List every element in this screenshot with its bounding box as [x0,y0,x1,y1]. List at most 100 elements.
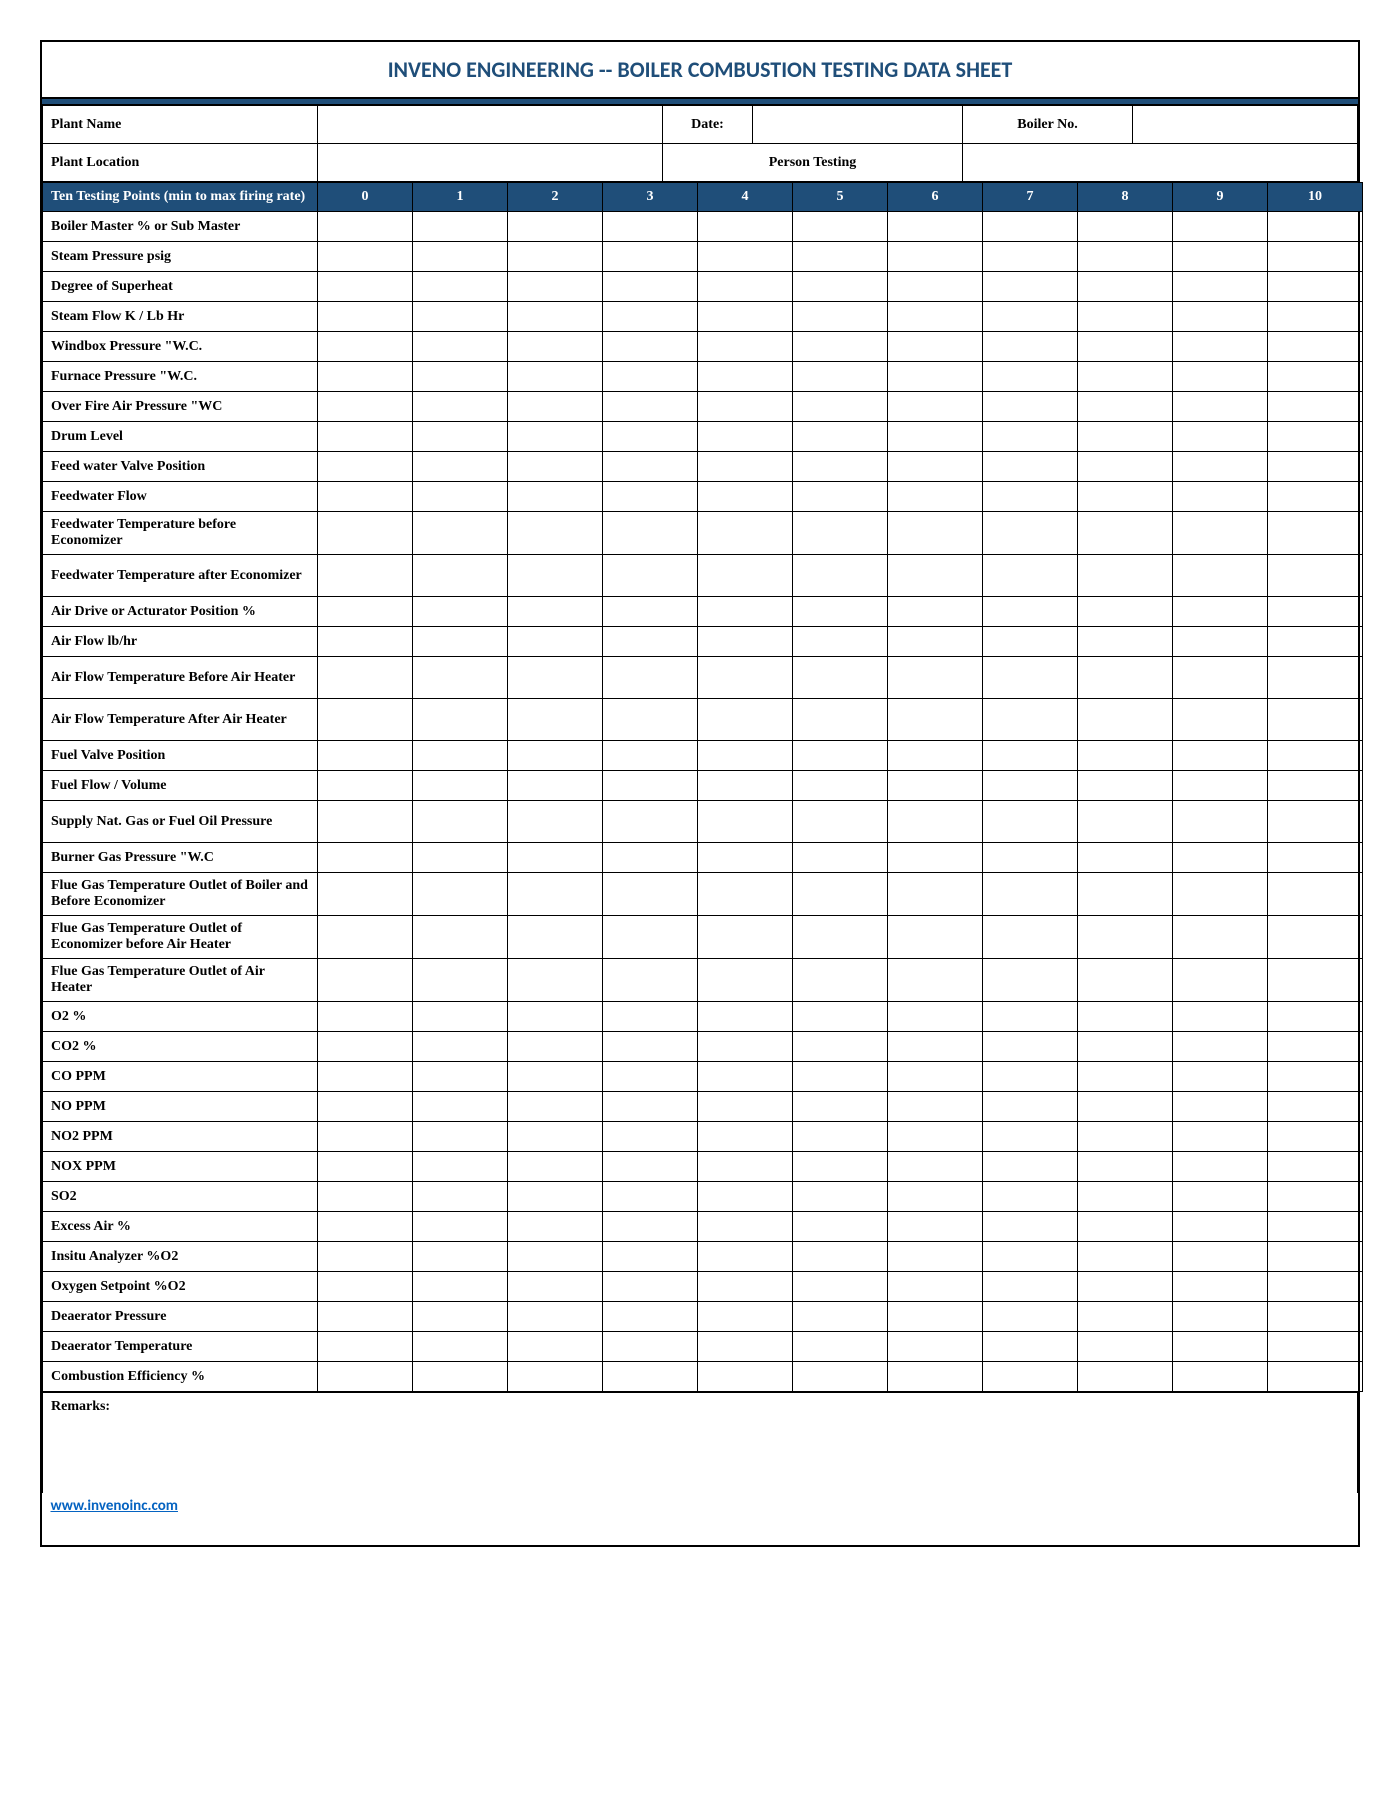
data-cell[interactable] [413,801,508,843]
data-cell[interactable] [793,362,888,392]
data-cell[interactable] [793,657,888,699]
data-cell[interactable] [1078,422,1173,452]
data-cell[interactable] [793,1092,888,1122]
data-cell[interactable] [1173,873,1268,916]
data-cell[interactable] [603,1122,698,1152]
data-cell[interactable] [1173,555,1268,597]
data-cell[interactable] [508,801,603,843]
data-cell[interactable] [1078,1212,1173,1242]
data-cell[interactable] [508,422,603,452]
data-cell[interactable] [698,1212,793,1242]
data-cell[interactable] [1268,555,1363,597]
data-cell[interactable] [793,627,888,657]
data-cell[interactable] [1078,452,1173,482]
data-cell[interactable] [983,212,1078,242]
data-cell[interactable] [793,332,888,362]
data-cell[interactable] [698,272,793,302]
data-cell[interactable] [318,392,413,422]
data-cell[interactable] [983,1332,1078,1362]
data-cell[interactable] [793,843,888,873]
data-cell[interactable] [888,1182,983,1212]
data-cell[interactable] [508,873,603,916]
data-cell[interactable] [603,1362,698,1392]
data-cell[interactable] [508,1362,603,1392]
data-cell[interactable] [793,1212,888,1242]
data-cell[interactable] [698,627,793,657]
data-cell[interactable] [698,1272,793,1302]
data-cell[interactable] [1078,741,1173,771]
data-cell[interactable] [413,1302,508,1332]
data-cell[interactable] [318,452,413,482]
data-cell[interactable] [318,1182,413,1212]
data-cell[interactable] [1173,452,1268,482]
data-cell[interactable] [793,699,888,741]
data-cell[interactable] [1268,1302,1363,1332]
data-cell[interactable] [1078,1002,1173,1032]
data-cell[interactable] [318,1062,413,1092]
data-cell[interactable] [1268,959,1363,1002]
data-cell[interactable] [888,1152,983,1182]
data-cell[interactable] [983,452,1078,482]
data-cell[interactable] [1078,1062,1173,1092]
data-cell[interactable] [318,1332,413,1362]
data-cell[interactable] [1268,657,1363,699]
data-cell[interactable] [983,1212,1078,1242]
data-cell[interactable] [318,555,413,597]
data-cell[interactable] [1173,482,1268,512]
date-field[interactable] [753,106,963,144]
data-cell[interactable] [603,422,698,452]
data-cell[interactable] [793,801,888,843]
data-cell[interactable] [413,1362,508,1392]
data-cell[interactable] [983,627,1078,657]
data-cell[interactable] [508,843,603,873]
data-cell[interactable] [983,1122,1078,1152]
data-cell[interactable] [793,959,888,1002]
data-cell[interactable] [1173,959,1268,1002]
data-cell[interactable] [1173,1002,1268,1032]
data-cell[interactable] [1078,1092,1173,1122]
data-cell[interactable] [983,1062,1078,1092]
data-cell[interactable] [983,272,1078,302]
data-cell[interactable] [1268,873,1363,916]
data-cell[interactable] [508,657,603,699]
data-cell[interactable] [1173,801,1268,843]
data-cell[interactable] [888,699,983,741]
data-cell[interactable] [1078,916,1173,959]
data-cell[interactable] [318,1212,413,1242]
data-cell[interactable] [603,657,698,699]
data-cell[interactable] [318,771,413,801]
data-cell[interactable] [888,657,983,699]
data-cell[interactable] [1268,482,1363,512]
data-cell[interactable] [698,1242,793,1272]
data-cell[interactable] [793,1122,888,1152]
data-cell[interactable] [888,1032,983,1062]
data-cell[interactable] [508,1092,603,1122]
data-cell[interactable] [888,1092,983,1122]
data-cell[interactable] [1173,1152,1268,1182]
data-cell[interactable] [318,482,413,512]
person-testing-field[interactable] [963,144,1358,182]
data-cell[interactable] [508,452,603,482]
data-cell[interactable] [1268,452,1363,482]
data-cell[interactable] [1268,242,1363,272]
data-cell[interactable] [508,482,603,512]
data-cell[interactable] [603,1062,698,1092]
data-cell[interactable] [1268,512,1363,555]
data-cell[interactable] [1078,597,1173,627]
data-cell[interactable] [698,1362,793,1392]
data-cell[interactable] [318,1302,413,1332]
data-cell[interactable] [603,362,698,392]
data-cell[interactable] [508,1302,603,1332]
data-cell[interactable] [603,1092,698,1122]
data-cell[interactable] [603,332,698,362]
data-cell[interactable] [318,597,413,627]
data-cell[interactable] [413,1182,508,1212]
data-cell[interactable] [793,422,888,452]
data-cell[interactable] [698,873,793,916]
data-cell[interactable] [318,916,413,959]
data-cell[interactable] [1173,512,1268,555]
data-cell[interactable] [888,302,983,332]
data-cell[interactable] [983,362,1078,392]
data-cell[interactable] [413,242,508,272]
data-cell[interactable] [698,452,793,482]
